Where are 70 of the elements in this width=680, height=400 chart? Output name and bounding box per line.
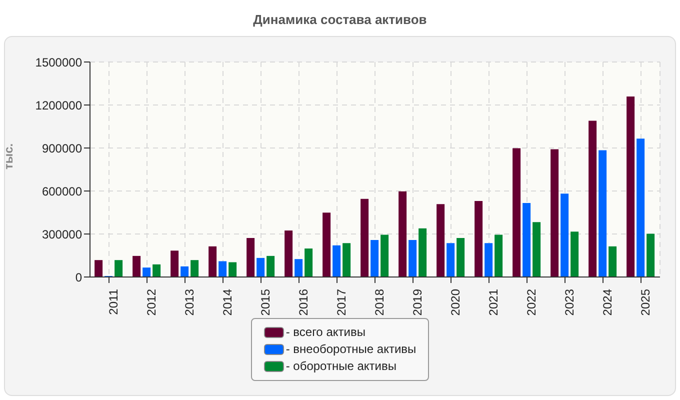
bar xyxy=(142,268,151,277)
bar xyxy=(284,230,293,277)
bar xyxy=(550,149,559,277)
x-tick-label: 2024 xyxy=(600,288,615,316)
legend-label: - внеоборотные активы xyxy=(286,341,416,358)
bar xyxy=(304,248,313,277)
y-tick-label: 600000 xyxy=(42,184,82,198)
y-tick-label: 1500000 xyxy=(35,55,82,70)
bar xyxy=(608,246,617,277)
bar xyxy=(94,260,103,277)
bar xyxy=(322,212,331,277)
x-tick-label: 2016 xyxy=(296,288,311,316)
bar xyxy=(522,203,531,277)
chart-title: Динамика состава активов xyxy=(252,12,428,27)
bar xyxy=(208,246,217,277)
bar xyxy=(380,234,389,277)
bar xyxy=(370,240,379,277)
bar xyxy=(228,262,237,277)
x-tick-label: 2011 xyxy=(106,288,121,315)
legend-label: - оборотные активы xyxy=(286,358,396,375)
bar xyxy=(436,204,445,277)
bar xyxy=(626,96,635,277)
bar xyxy=(246,238,255,277)
y-tick-label: 0 xyxy=(75,270,82,284)
bar xyxy=(332,245,341,277)
x-tick-label: 2025 xyxy=(638,288,653,316)
bar xyxy=(598,150,607,277)
bar xyxy=(408,240,417,277)
bar xyxy=(456,238,465,277)
y-tick-label: 300000 xyxy=(42,227,82,242)
x-tick-label: 2020 xyxy=(448,288,463,316)
legend-label: - всего активы xyxy=(286,324,366,341)
bar xyxy=(474,201,483,277)
x-tick-label: 2017 xyxy=(334,288,349,316)
bar xyxy=(398,191,407,277)
y-tick-label: 1200000 xyxy=(35,98,82,112)
bar xyxy=(446,243,455,277)
bar xyxy=(484,243,493,277)
x-tick-label: 2013 xyxy=(182,288,197,316)
bar xyxy=(532,222,541,277)
bar xyxy=(266,256,275,277)
x-tick-label: 2018 xyxy=(372,288,387,316)
bar xyxy=(294,259,303,277)
bar xyxy=(570,232,579,277)
bar xyxy=(646,234,655,277)
bar xyxy=(170,250,179,277)
bar xyxy=(588,120,597,277)
x-tick-label: 2022 xyxy=(524,288,539,316)
x-tick-label: 2021 xyxy=(486,288,501,316)
bar xyxy=(494,234,503,277)
bar xyxy=(256,258,265,277)
bar xyxy=(190,260,199,277)
bar xyxy=(560,194,569,277)
bar xyxy=(132,256,141,277)
bar xyxy=(114,260,123,277)
x-tick-label: 2015 xyxy=(258,288,273,316)
y-tick-label: 900000 xyxy=(42,141,82,156)
bar xyxy=(342,243,351,277)
bar xyxy=(512,148,521,277)
bar xyxy=(218,261,227,277)
bar xyxy=(418,228,427,277)
x-tick-label: 2012 xyxy=(144,288,159,316)
bar xyxy=(360,198,369,277)
bar xyxy=(152,264,161,277)
x-tick-label: 2019 xyxy=(410,288,425,316)
bar xyxy=(180,266,189,277)
y-axis-title: тыс. xyxy=(1,143,16,170)
x-tick-label: 2014 xyxy=(220,288,235,316)
x-tick-label: 2023 xyxy=(562,288,577,316)
bar xyxy=(636,138,645,277)
